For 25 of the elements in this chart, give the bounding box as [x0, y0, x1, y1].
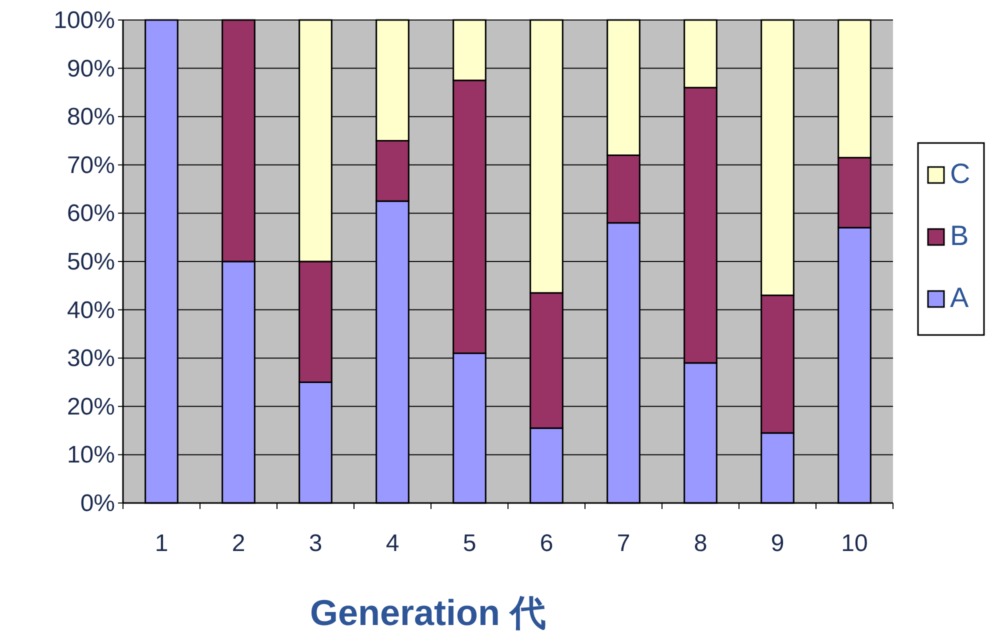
x-tick-label: 8: [694, 530, 708, 557]
y-tick-label: 30%: [66, 345, 115, 372]
x-tick-label: 4: [386, 530, 400, 557]
x-tick-label: 3: [308, 530, 322, 557]
y-tick-label: 40%: [66, 296, 115, 324]
x-tick-label: 6: [540, 530, 554, 557]
y-tick-label: 70%: [66, 152, 115, 179]
y-tick-label: 100%: [54, 7, 115, 34]
legend-label: B: [950, 220, 969, 251]
legend-label: A: [950, 282, 969, 313]
y-tick-label: 90%: [66, 55, 115, 82]
y-tick-label: 80%: [66, 104, 115, 131]
y-tick-label: 20%: [66, 393, 115, 420]
y-tick-label: 60%: [66, 200, 115, 228]
y-tick-label: 10%: [66, 442, 115, 469]
y-tick-label: 50%: [66, 248, 115, 276]
x-tick-label: 5: [462, 530, 476, 557]
x-tick-label: 1: [154, 530, 168, 557]
legend-label: C: [950, 158, 970, 189]
x-tick-label: 10: [841, 530, 868, 557]
x-tick-label: 9: [770, 530, 784, 557]
y-tick-label: 0%: [80, 490, 115, 517]
x-tick-label: 7: [616, 530, 630, 557]
x-axis-title: Generation 代: [310, 592, 546, 633]
x-tick-label: 2: [232, 530, 246, 557]
